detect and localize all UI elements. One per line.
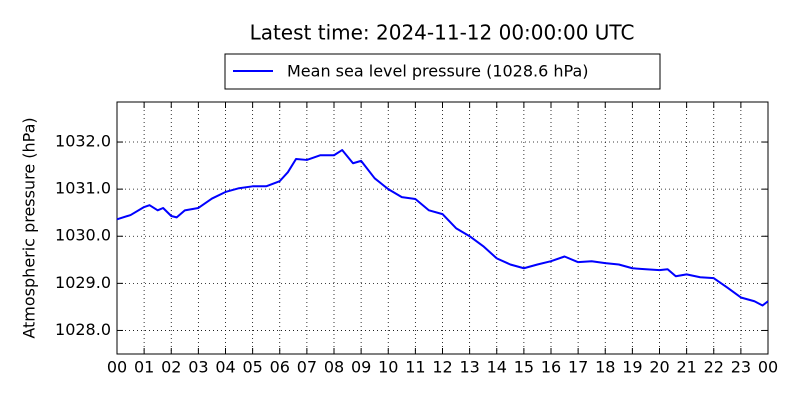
x-tick-label: 12 (432, 358, 452, 377)
x-tick-label: 04 (215, 358, 235, 377)
x-tick-label: 09 (351, 358, 371, 377)
y-tick-label: 1029.0 (55, 273, 111, 292)
y-tick-label: 1032.0 (55, 132, 111, 151)
x-tick-label: 01 (134, 358, 154, 377)
x-tick-label: 13 (459, 358, 479, 377)
x-tick-label: 11 (405, 358, 425, 377)
x-tick-label: 17 (568, 358, 588, 377)
x-tick-label: 19 (622, 358, 642, 377)
y-tick-label: 1030.0 (55, 226, 111, 245)
x-tick-label: 03 (188, 358, 208, 377)
x-tick-label: 07 (297, 358, 317, 377)
x-tick-label: 05 (242, 358, 262, 377)
legend-box (224, 53, 661, 90)
y-tick-label: 1028.0 (55, 320, 111, 339)
x-tick-label: 00 (107, 358, 127, 377)
x-tick-label: 23 (731, 358, 751, 377)
x-tick-label: 22 (704, 358, 724, 377)
x-tick-label: 06 (270, 358, 290, 377)
x-tick-label: 20 (649, 358, 669, 377)
y-tick-label: 1031.0 (55, 179, 111, 198)
x-tick-label: 02 (161, 358, 181, 377)
x-tick-label: 10 (378, 358, 398, 377)
x-tick-label: 00 (758, 358, 778, 377)
x-tick-label: 21 (676, 358, 696, 377)
x-tick-label: 16 (541, 358, 561, 377)
x-tick-label: 14 (487, 358, 507, 377)
x-tick-label: 18 (595, 358, 615, 377)
chart-title: Latest time: 2024-11-12 00:00:00 UTC (250, 21, 635, 45)
legend-label: Mean sea level pressure (1028.6 hPa) (287, 62, 589, 81)
y-axis-label: Atmospheric pressure (hPa) (20, 117, 39, 338)
x-tick-label: 15 (514, 358, 534, 377)
data-line (116, 149, 769, 307)
x-tick-label: 08 (324, 358, 344, 377)
plot-frame (116, 101, 769, 355)
